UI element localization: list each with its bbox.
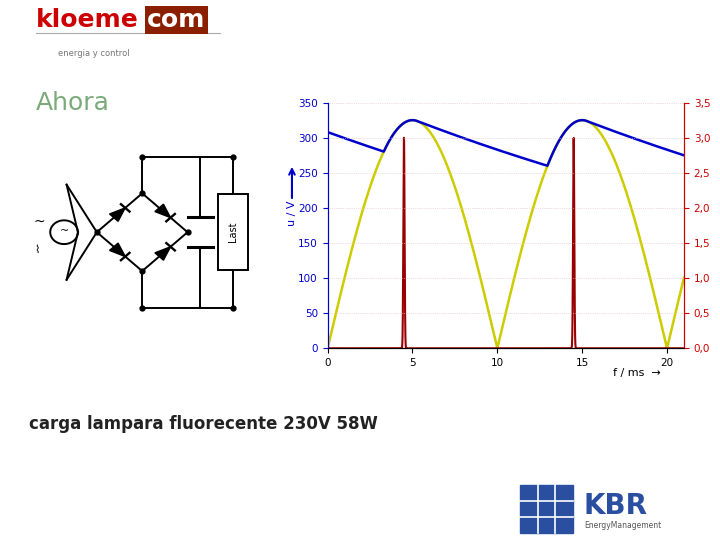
FancyBboxPatch shape [521, 485, 572, 533]
Text: ⌇: ⌇ [34, 245, 39, 254]
FancyBboxPatch shape [217, 194, 248, 270]
Text: u / V: u / V [287, 200, 297, 226]
Text: carga lampara fluorecente 230V 58W: carga lampara fluorecente 230V 58W [29, 415, 378, 433]
Polygon shape [109, 243, 125, 256]
Text: KBR: KBR [584, 492, 648, 521]
Polygon shape [109, 208, 125, 221]
Text: Last: Last [228, 222, 238, 242]
Text: EnergyManagement: EnergyManagement [584, 521, 661, 530]
Text: energia y control: energia y control [58, 49, 129, 58]
Text: com: com [148, 9, 206, 32]
Polygon shape [155, 204, 171, 218]
Text: kloeme: kloeme [36, 9, 139, 32]
Text: Ahora: Ahora [36, 91, 110, 114]
Text: ~: ~ [34, 214, 45, 228]
Text: ~: ~ [60, 226, 68, 236]
Text: f / ms  →: f / ms → [613, 368, 660, 378]
Polygon shape [155, 247, 171, 260]
